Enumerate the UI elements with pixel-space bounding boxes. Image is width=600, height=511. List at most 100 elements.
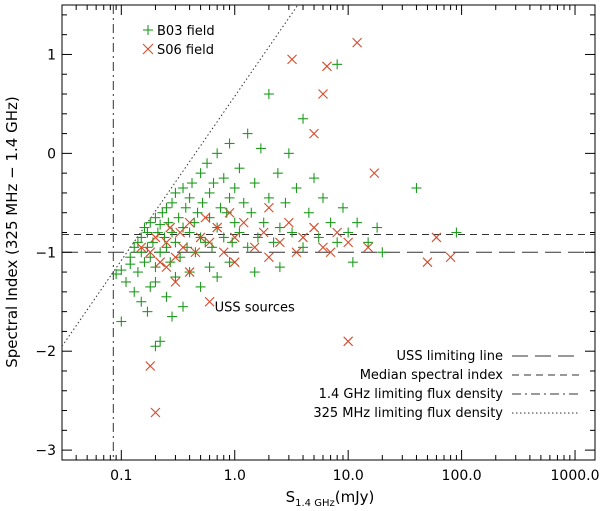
b03-point-63 (229, 217, 240, 228)
b03-point-87 (313, 232, 324, 243)
y-tick-label-4: 1 (47, 47, 56, 63)
b03-point-62 (229, 182, 240, 193)
s06-point-10 (190, 247, 201, 258)
b03-point-16 (147, 237, 158, 248)
y-axis-title: Spectral Index (325 MHz − 1.4 GHz) (3, 96, 21, 367)
b03-point-18 (150, 262, 161, 273)
b03-point-7 (132, 267, 143, 278)
b03-point-51 (206, 242, 217, 253)
s06-point-44 (184, 267, 195, 277)
s06-point-39 (343, 336, 354, 347)
b03-point-35 (178, 222, 189, 233)
b03-point-82 (291, 182, 302, 193)
x-axis-title: S1.4 GHz(mJy) (286, 488, 375, 509)
s06-point-28 (332, 227, 343, 238)
b03-point-92 (337, 202, 348, 213)
s06-point-8 (178, 242, 188, 253)
b03-point-96 (363, 237, 374, 248)
b03-point-52 (208, 178, 219, 189)
b03-point-21 (155, 247, 166, 258)
b03-point-107 (155, 336, 166, 347)
b03-point-12 (142, 227, 153, 238)
legend-marker-1 (142, 43, 154, 55)
b03-point-4 (125, 252, 136, 263)
b03-point-1 (116, 265, 127, 276)
b03-point-101 (116, 316, 127, 327)
s06-point-9 (184, 217, 195, 228)
line-legend-label-3: 325 MHz limiting flux density (313, 406, 503, 421)
b03-point-118 (167, 311, 178, 322)
b03-point-88 (318, 192, 329, 203)
b03-point-44 (195, 168, 206, 179)
x-tick-label-4: 1000.0 (551, 468, 600, 484)
b03-point-117 (274, 262, 285, 273)
s06-point-19 (249, 242, 260, 253)
b03-point-66 (238, 197, 249, 208)
s06-point-15 (218, 247, 229, 258)
s06-point-4 (161, 237, 172, 248)
s06-point-32 (352, 37, 363, 48)
b03-point-69 (246, 207, 257, 218)
b03-point-104 (142, 306, 153, 317)
b03-point-68 (242, 242, 253, 253)
b03-point-113 (204, 262, 215, 273)
b03-point-114 (212, 272, 223, 283)
s06-point-35 (369, 168, 380, 179)
uss-annotation: USS sources (215, 301, 295, 316)
b03-point-54 (212, 148, 223, 159)
b03-point-34 (178, 182, 189, 193)
b03-point-105 (150, 276, 161, 287)
b03-point-28 (167, 197, 178, 208)
s06-point-42 (150, 407, 161, 418)
b03-point-81 (287, 227, 298, 238)
b03-point-89 (325, 217, 336, 228)
b03-point-95 (352, 217, 363, 228)
b03-point-56 (218, 232, 229, 243)
b03-point-22 (157, 207, 168, 218)
b03-point-116 (249, 267, 260, 278)
b03-point-80 (283, 148, 294, 159)
b03-point-64 (234, 163, 245, 174)
s06-point-2 (150, 232, 161, 243)
b03-point-30 (170, 187, 181, 198)
b03-point-119 (145, 281, 156, 292)
b03-point-2 (121, 276, 132, 287)
s06-point-17 (229, 232, 240, 243)
line-legend: USS limiting line Median spectral index 1.… (313, 349, 580, 421)
x-axis-ticks: 0.1 1.0 10.0 100.0 1000.0 (61, 5, 600, 484)
b03-point-33 (175, 252, 186, 263)
reference-lines (61, 4, 595, 460)
b03-point-78 (274, 222, 285, 233)
s06-point-1 (145, 247, 156, 258)
s06-point-48 (325, 247, 336, 258)
b03-point-39 (184, 227, 195, 238)
line-legend-label-0: USS limiting line (397, 349, 503, 364)
b03-point-11 (139, 257, 150, 268)
b03-point-99 (411, 182, 422, 193)
s06-point-21 (263, 202, 274, 213)
reference-line-3 (61, 4, 299, 347)
s06-point-12 (200, 212, 211, 223)
b03-point-57 (218, 173, 229, 184)
b03-point-43 (192, 207, 203, 218)
b03-point-24 (161, 202, 172, 213)
line-legend-label-1: Median spectral index (360, 368, 504, 383)
legend-label-0: B03 field (157, 24, 215, 39)
b03-point-70 (249, 178, 260, 189)
b03-point-85 (303, 207, 314, 218)
s06-point-13 (204, 237, 215, 248)
s06-point-5 (165, 222, 176, 233)
x-axis-title-unit: (mJy) (335, 488, 375, 506)
s06-point-23 (283, 217, 294, 228)
s06-point-49 (363, 242, 374, 253)
b03-point-98 (377, 247, 388, 258)
y-tick-label-1: −2 (35, 344, 56, 360)
b03-point-40 (187, 178, 198, 189)
b03-point-93 (343, 227, 354, 238)
b03-point-13 (142, 242, 153, 253)
b03-point-9 (136, 232, 147, 243)
y-tick-label-3: 0 (47, 146, 56, 162)
b03-point-84 (298, 113, 309, 124)
b03-point-31 (170, 237, 181, 248)
